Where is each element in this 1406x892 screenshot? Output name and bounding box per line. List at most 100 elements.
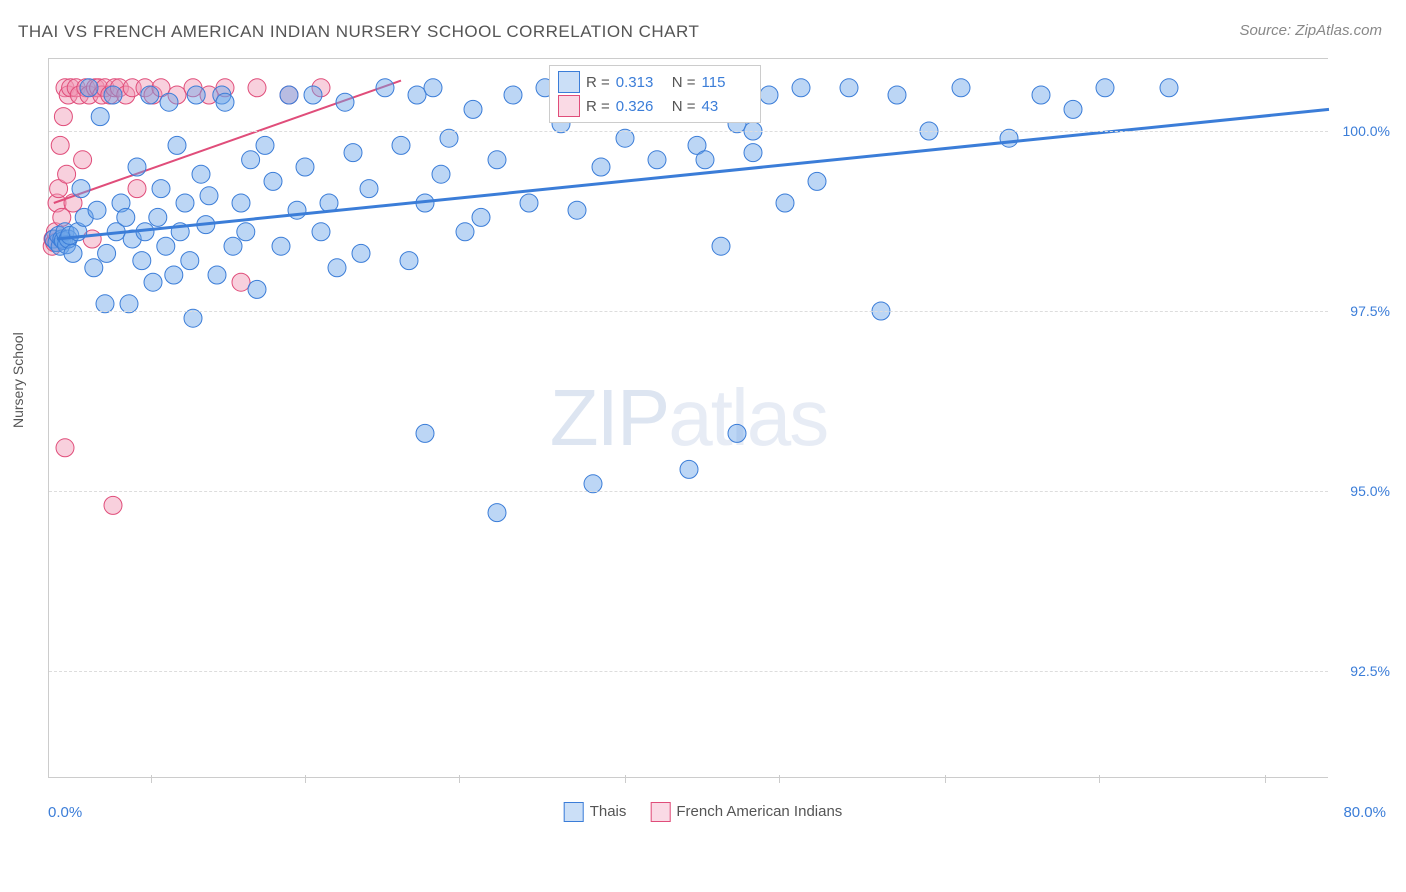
ytick-label: 100.0% xyxy=(1343,123,1390,139)
xtick xyxy=(305,775,306,783)
series1-point xyxy=(296,158,314,176)
series1-point xyxy=(776,194,794,212)
series1-point xyxy=(680,460,698,478)
series1-point xyxy=(304,86,322,104)
series1-point xyxy=(149,208,167,226)
r-label: R = xyxy=(586,74,610,91)
series1-point xyxy=(424,79,442,97)
series1-point xyxy=(176,194,194,212)
legend-item-1: Thais xyxy=(564,802,627,822)
series1-point xyxy=(128,158,146,176)
gridline xyxy=(49,491,1328,492)
series1-point xyxy=(144,273,162,291)
legend-item-2: French American Indians xyxy=(650,802,842,822)
series1-point xyxy=(98,244,116,262)
series1-point xyxy=(360,180,378,198)
series1-point xyxy=(80,79,98,97)
series1-point xyxy=(888,86,906,104)
series1-point xyxy=(256,136,274,154)
xtick xyxy=(459,775,460,783)
series1-point xyxy=(592,158,610,176)
series1-trendline xyxy=(57,109,1329,239)
series1-point xyxy=(344,144,362,162)
gridline xyxy=(49,311,1328,312)
xtick xyxy=(779,775,780,783)
series1-point xyxy=(648,151,666,169)
series1-point xyxy=(328,259,346,277)
series1-point xyxy=(696,151,714,169)
series2-point xyxy=(128,180,146,198)
series1-point xyxy=(1032,86,1050,104)
series1-point xyxy=(352,244,370,262)
series1-point xyxy=(336,93,354,111)
series1-point xyxy=(181,252,199,270)
scatter-svg xyxy=(49,59,1328,777)
series1-point xyxy=(72,180,90,198)
series1-point xyxy=(224,237,242,255)
series1-point xyxy=(1096,79,1114,97)
ytick-label: 95.0% xyxy=(1350,483,1390,499)
series1-point xyxy=(237,223,255,241)
xaxis-min-label: 0.0% xyxy=(48,804,82,821)
series1-point xyxy=(280,86,298,104)
xtick xyxy=(1265,775,1266,783)
series1-point xyxy=(472,208,490,226)
series1-point xyxy=(456,223,474,241)
series2-name: French American Indians xyxy=(676,803,842,820)
series1-point xyxy=(117,208,135,226)
series1-point xyxy=(504,86,522,104)
source-label: Source: ZipAtlas.com xyxy=(1239,22,1382,39)
series1-point xyxy=(808,172,826,190)
n-label: N = xyxy=(672,74,696,91)
series1-point xyxy=(568,201,586,219)
series1-point xyxy=(152,180,170,198)
series1-point xyxy=(728,424,746,442)
series2-point xyxy=(248,79,266,97)
series1-point xyxy=(64,244,82,262)
series1-point xyxy=(232,194,250,212)
gridline xyxy=(49,131,1328,132)
series1-point xyxy=(141,86,159,104)
series2-point xyxy=(54,108,72,126)
xtick xyxy=(945,775,946,783)
series1-point xyxy=(264,172,282,190)
series2-point xyxy=(56,439,74,457)
series1-point xyxy=(312,223,330,241)
series1-point xyxy=(400,252,418,270)
series1-point xyxy=(85,259,103,277)
ytick-label: 97.5% xyxy=(1350,303,1390,319)
series1-point xyxy=(168,136,186,154)
legend-row-2: R = 0.326 N = 43 xyxy=(558,94,752,118)
series1-point xyxy=(488,151,506,169)
series1-point xyxy=(792,79,810,97)
series1-point xyxy=(88,201,106,219)
series1-point xyxy=(840,79,858,97)
series1-point xyxy=(200,187,218,205)
series1-point xyxy=(376,79,394,97)
series1-point xyxy=(464,100,482,118)
series2-point xyxy=(58,165,76,183)
series1-point xyxy=(952,79,970,97)
series1-n-value: 115 xyxy=(702,74,752,91)
r-label: R = xyxy=(586,98,610,115)
series2-point xyxy=(104,496,122,514)
series1-point xyxy=(1160,79,1178,97)
series1-swatch-icon xyxy=(564,802,584,822)
series1-point xyxy=(216,93,234,111)
series2-point xyxy=(51,136,69,154)
series1-point xyxy=(165,266,183,284)
series1-point xyxy=(392,136,410,154)
series1-point xyxy=(520,194,538,212)
series1-point xyxy=(91,108,109,126)
series1-point xyxy=(408,86,426,104)
series1-point xyxy=(248,280,266,298)
series1-name: Thais xyxy=(590,803,627,820)
xtick xyxy=(151,775,152,783)
series1-point xyxy=(157,237,175,255)
series1-point xyxy=(488,504,506,522)
series1-point xyxy=(272,237,290,255)
xaxis-max-label: 80.0% xyxy=(1343,804,1386,821)
series2-swatch-icon xyxy=(650,802,670,822)
series1-point xyxy=(416,424,434,442)
series1-point xyxy=(242,151,260,169)
